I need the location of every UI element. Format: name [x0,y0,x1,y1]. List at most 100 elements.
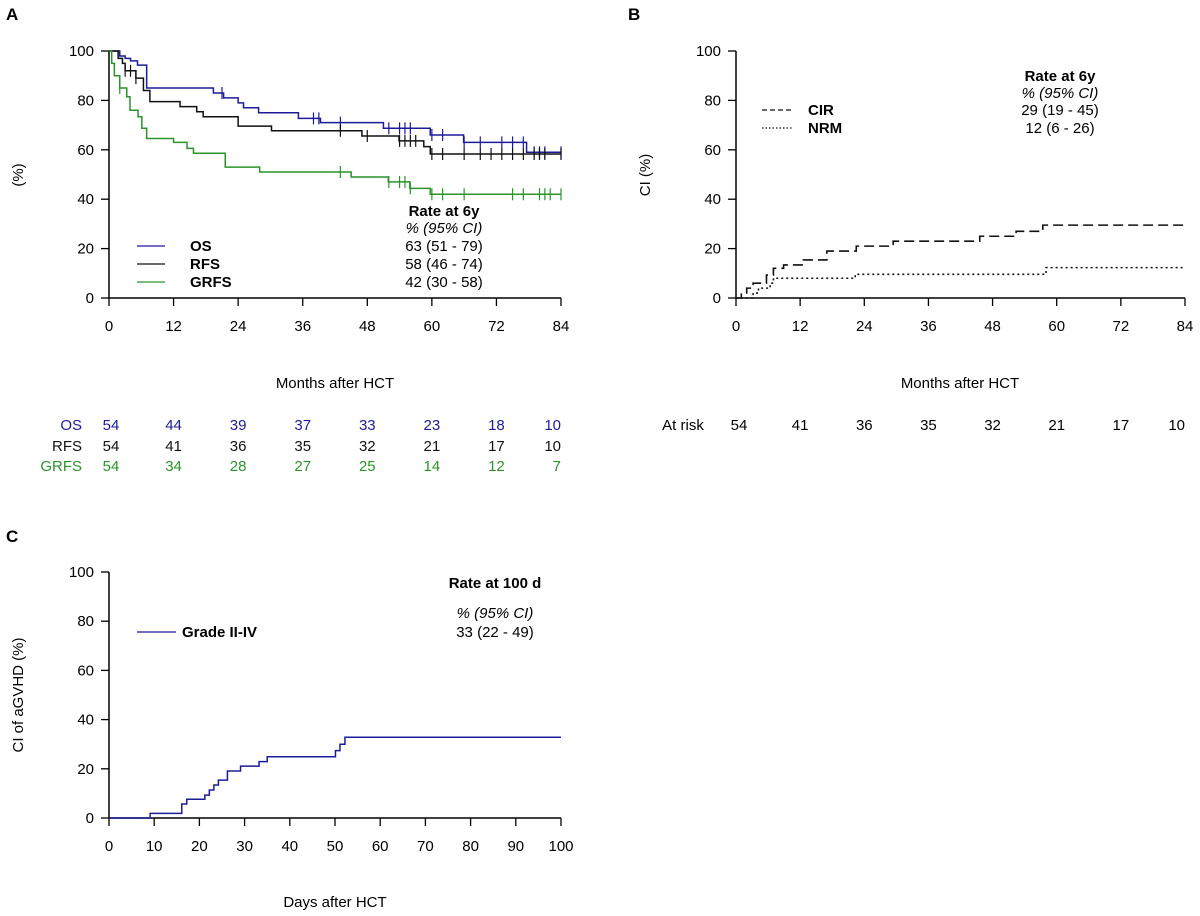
risk-count-os: 10 [544,417,561,434]
y-tick-label: 0 [86,290,94,307]
x-tick-label: 72 [1113,318,1130,335]
risk-count-os: 23 [424,417,441,434]
y-tick-label: 60 [77,662,94,679]
risk-count-os: 33 [359,417,376,434]
series-line-os [109,50,561,154]
panel-c-label: C [6,527,18,546]
risk-count-rfs: 36 [230,438,247,455]
y-tick-label: 20 [704,241,721,258]
risk-count-grfs: 7 [553,458,561,475]
x-tick-label: 60 [424,318,441,335]
x-tick-label: 12 [792,318,809,335]
risk-count-at-risk: 21 [1048,417,1065,434]
panel-b-label: B [628,5,640,24]
rate-nrm: 12 (6 - 26) [1025,120,1094,137]
rate-rfs: 58 (46 - 74) [405,256,483,273]
risk-count-os: 37 [294,417,311,434]
x-tick-label: 12 [165,318,182,335]
panel-c: C 0 10 20 30 40 50 60 70 80 90 100 0 20 40 60 80 100 CI … [6,527,574,911]
risk-count-rfs: 17 [488,438,505,455]
x-tick-label: 48 [984,318,1001,335]
risk-count-os: 54 [103,417,120,434]
y-tick-label: 80 [77,92,94,109]
legend-label-grade: Grade II-IV [182,624,257,641]
series-line-cir [736,224,1185,299]
panel-a-ylabel: (%) [10,163,27,186]
y-tick-label: 60 [77,142,94,159]
panel-c-ylabel: CI of aGVHD (%) [10,637,27,752]
x-tick-label: 100 [548,838,573,855]
rate-subtitle-c: % (95% CI) [457,605,534,622]
x-tick-label: 10 [146,838,163,855]
risk-count-at-risk: 41 [792,417,809,434]
risk-count-rfs: 41 [165,438,182,455]
panel-a-axes: 0 12 24 36 48 60 72 84 0 20 40 60 80 100 [69,43,569,335]
y-tick-label: 100 [696,43,721,60]
panel-a: A 0 12 24 36 48 60 72 84 0 20 40 60 80 100 (%) Months… [6,5,569,475]
rate-title-b: Rate at 6y [1025,68,1097,85]
x-tick-label: 48 [359,318,376,335]
legend-label-grfs: GRFS [190,274,232,291]
x-tick-label: 24 [230,318,247,335]
x-tick-label: 40 [281,838,298,855]
panel-a-risk-table: OS RFS GRFS 54 44 39 37 33 23 18 10 54 41 36 35 32 21… [40,417,561,475]
risk-count-rfs: 10 [544,438,561,455]
x-tick-label: 24 [856,318,873,335]
rate-cir: 29 (19 - 45) [1021,102,1099,119]
y-tick-label: 40 [77,191,94,208]
rate-subtitle: % (95% CI) [406,220,483,237]
risk-count-grfs: 14 [424,458,441,475]
risk-count-at-risk: 10 [1168,417,1185,434]
y-tick-label: 100 [69,43,94,60]
rate-subtitle-b: % (95% CI) [1022,85,1099,102]
panel-c-curves [109,736,561,819]
panel-b-ylabel: CI (%) [637,154,654,197]
legend-label-cir: CIR [808,102,834,119]
y-tick-label: 80 [704,92,721,109]
y-tick-label: 80 [77,613,94,630]
panel-b-legend: CIR NRM Rate at 6y % (95% CI) 29 (19 - 4… [762,68,1099,137]
risk-count-at-risk: 54 [731,417,748,434]
series-line-nrm [736,266,1185,299]
x-tick-label: 0 [105,318,113,335]
y-tick-label: 60 [704,142,721,159]
risk-count-grfs: 27 [294,458,311,475]
x-tick-label: 80 [462,838,479,855]
panel-b-xlabel: Months after HCT [901,375,1019,392]
panel-a-curves [109,50,562,201]
risk-count-at-risk: 36 [856,417,873,434]
risk-count-grfs: 12 [488,458,505,475]
risk-count-rfs: 21 [424,438,441,455]
risk-row-label-rfs: RFS [52,438,82,455]
risk-count-grfs: 34 [165,458,182,475]
risk-row-label-os: OS [60,417,82,434]
panel-c-xlabel: Days after HCT [283,894,386,911]
risk-count-at-risk: 17 [1113,417,1130,434]
legend-label-nrm: NRM [808,120,842,137]
y-tick-label: 0 [86,810,94,827]
risk-count-os: 44 [165,417,182,434]
y-tick-label: 40 [704,191,721,208]
x-tick-label: 90 [507,838,524,855]
panel-b-curves [736,224,1185,299]
risk-count-os: 39 [230,417,247,434]
panel-a-label: A [6,5,18,24]
x-tick-label: 60 [372,838,389,855]
risk-row-label-grfs: GRFS [40,458,82,475]
panel-b-axes: 0 12 24 36 48 60 72 84 0 20 40 60 80 100 [696,43,1193,335]
risk-count-at-risk: 32 [984,417,1001,434]
x-tick-label: 20 [191,838,208,855]
y-tick-label: 40 [77,712,94,729]
x-tick-label: 60 [1048,318,1065,335]
legend-label-rfs: RFS [190,256,220,273]
x-tick-label: 72 [488,318,505,335]
y-tick-label: 20 [77,241,94,258]
series-line-rfs [109,50,561,155]
rate-title: Rate at 6y [409,203,481,220]
rate-grfs: 42 (30 - 58) [405,274,483,291]
x-tick-label: 36 [920,318,937,335]
legend-label-os: OS [190,238,212,255]
rate-os: 63 (51 - 79) [405,238,483,255]
panel-c-axes: 0 10 20 30 40 50 60 70 80 90 100 0 20 40 60 80 100 [69,564,574,855]
